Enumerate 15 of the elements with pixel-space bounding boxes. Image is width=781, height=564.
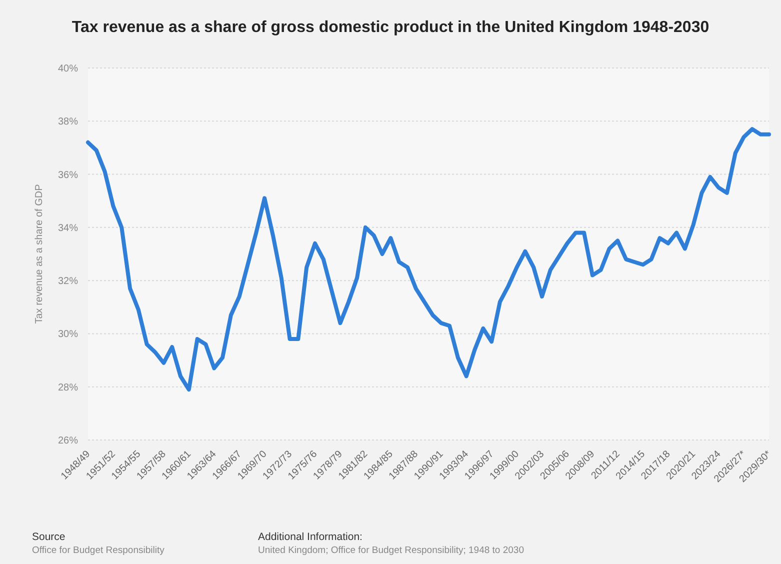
y-tick-label: 32% [58, 276, 78, 288]
y-tick-label: 38% [58, 116, 78, 128]
y-axis-title: Tax revenue as a share of GDP [34, 184, 45, 324]
text: Additional Information: [258, 531, 362, 543]
y-tick-label: 36% [58, 170, 78, 181]
line-series [86, 127, 771, 392]
y-tick-label: 40% [58, 64, 78, 74]
y-tick-label: 28% [58, 382, 78, 394]
y-tick-label: 26% [58, 436, 78, 446]
chart-title: Tax revenue as a share of gross domestic product in the United Kingdom 1948-2030 [72, 19, 710, 36]
text: Source [32, 531, 66, 543]
y-tick-label: 34% [58, 222, 78, 234]
text: United Kingdom; Office for Budget Responsibility; 1948 to 2030 [258, 545, 524, 556]
text: Office for Budget Responsibility [32, 545, 165, 556]
y-tick-label: 30% [58, 329, 78, 340]
